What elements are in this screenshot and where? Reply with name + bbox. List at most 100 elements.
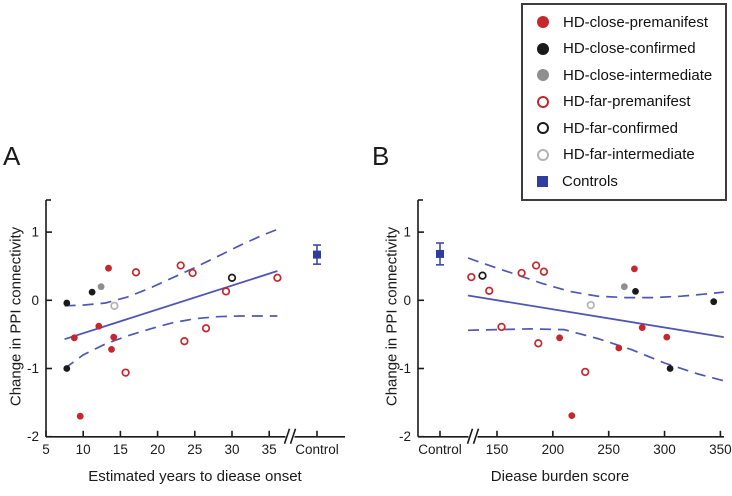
y-tick-label: 0 bbox=[31, 293, 39, 308]
legend-item: HD-far-confirmed bbox=[523, 115, 725, 142]
legend-item-label: HD-far-premanifest bbox=[563, 93, 691, 111]
legend-item: HD-far-premanifest bbox=[523, 89, 725, 116]
legend: HD-close-premanifest HD-close-confirmed HD… bbox=[521, 3, 727, 201]
circle-open-icon bbox=[537, 122, 549, 135]
x-tick-label: 30 bbox=[224, 442, 239, 457]
data-point-HD-close-premanifest bbox=[108, 346, 115, 353]
x-tick-label: 25 bbox=[187, 442, 202, 457]
legend-item: Controls bbox=[523, 168, 725, 195]
legend-item: HD-close-premanifest bbox=[523, 9, 725, 36]
data-point-HD-close-confirmed bbox=[666, 365, 674, 372]
x-tick-label: 300 bbox=[653, 442, 676, 457]
y-tick-label: -2 bbox=[399, 429, 411, 444]
x-tick-label: 350 bbox=[709, 442, 732, 457]
data-point-HD-close-premanifest bbox=[631, 265, 638, 273]
x-tick-label: 250 bbox=[597, 442, 620, 457]
panel-a-letter: A bbox=[3, 141, 21, 171]
circle-open-icon bbox=[537, 95, 549, 108]
data-point-HD-far-premanifest bbox=[221, 287, 231, 296]
legend-item: HD-far-intermediate bbox=[523, 142, 725, 169]
legend-item-label: HD-close-intermediate bbox=[563, 66, 713, 84]
data-point-HD-far-premanifest bbox=[534, 339, 543, 348]
legend-item-label: HD-close-premanifest bbox=[563, 13, 709, 31]
legend-item-label: Controls bbox=[562, 172, 618, 190]
x-tick-label: 5 bbox=[42, 442, 50, 457]
data-point-HD-far-intermediate bbox=[110, 301, 119, 310]
data-point-HD-close-confirmed bbox=[710, 298, 718, 306]
data-point-HD-far-premanifest bbox=[180, 337, 189, 346]
upper-confidence-band bbox=[64, 228, 278, 307]
panel-b-x-axis-label: Diease burden score bbox=[490, 468, 630, 485]
data-point-HD-far-premanifest bbox=[485, 286, 494, 295]
axis-break-icon bbox=[283, 428, 291, 445]
control-mean-square bbox=[313, 250, 321, 259]
data-point-HD-far-premanifest bbox=[188, 268, 197, 278]
x-tick-label-control: Control bbox=[418, 442, 462, 457]
panel-a-y-axis-label: Change in PPI connectivity bbox=[7, 226, 25, 407]
data-point-HD-close-premanifest bbox=[95, 322, 103, 330]
panel-b-y-axis-label: Change in PPI connectivity bbox=[383, 226, 401, 407]
legend-item-label: HD-far-confirmed bbox=[563, 119, 679, 137]
y-tick-label: -1 bbox=[399, 361, 411, 376]
data-point-HD-far-premanifest bbox=[581, 367, 590, 377]
legend-item: HD-close-intermediate bbox=[523, 62, 725, 89]
axis-break-icon bbox=[466, 428, 474, 445]
data-point-HD-close-confirmed bbox=[63, 299, 71, 307]
x-tick-label: 20 bbox=[150, 442, 165, 457]
data-point-HD-close-premanifest bbox=[105, 264, 112, 272]
data-point-HD-close-intermediate bbox=[97, 283, 105, 291]
data-point-HD-far-premanifest bbox=[539, 267, 549, 276]
data-point-HD-far-confirmed bbox=[478, 271, 487, 280]
panel-b-letter: B bbox=[372, 141, 390, 171]
data-point-HD-close-confirmed bbox=[632, 288, 639, 295]
axis-break-icon bbox=[472, 428, 480, 445]
regression-line bbox=[467, 294, 724, 338]
data-point-HD-close-premanifest bbox=[638, 324, 646, 331]
data-point-HD-far-premanifest bbox=[531, 261, 541, 270]
data-point-HD-far-premanifest bbox=[131, 268, 141, 277]
data-point-HD-far-intermediate bbox=[586, 300, 595, 310]
square-filled-icon bbox=[537, 175, 548, 187]
data-point-HD-close-premanifest bbox=[76, 412, 84, 420]
legend-item-label: HD-far-intermediate bbox=[563, 146, 695, 164]
data-point-HD-far-premanifest bbox=[121, 368, 130, 377]
circle-filled-icon bbox=[537, 69, 549, 82]
data-point-HD-close-intermediate bbox=[620, 283, 628, 291]
x-tick-label: 35 bbox=[262, 442, 277, 457]
data-point-HD-far-premanifest bbox=[273, 273, 282, 282]
circle-filled-icon bbox=[537, 16, 549, 29]
y-tick-label: -2 bbox=[27, 429, 39, 444]
y-tick-label: 1 bbox=[403, 225, 411, 240]
x-tick-label: 15 bbox=[113, 442, 128, 457]
x-tick-label: 150 bbox=[486, 442, 509, 457]
data-point-HD-close-premanifest bbox=[110, 333, 118, 341]
data-point-HD-close-premanifest bbox=[70, 334, 78, 342]
panel-a-plot: 10-1-25 10 15 20 25 30 35 Control bbox=[27, 199, 345, 457]
data-point-HD-close-premanifest bbox=[615, 344, 623, 352]
data-point-HD-close-premanifest bbox=[556, 334, 563, 342]
data-point-HD-close-premanifest bbox=[568, 412, 576, 419]
panel-a-x-axis-label: Estimated years to diease onset bbox=[88, 468, 302, 485]
data-point-HD-far-premanifest bbox=[517, 268, 526, 278]
data-point-HD-far-premanifest bbox=[467, 272, 476, 282]
data-point-HD-close-confirmed bbox=[88, 288, 96, 296]
data-point-HD-close-confirmed bbox=[63, 365, 71, 372]
legend-item-label: HD-close-confirmed bbox=[563, 40, 696, 58]
lower-confidence-band bbox=[467, 328, 725, 382]
y-tick-label: 0 bbox=[403, 293, 411, 308]
circle-filled-icon bbox=[537, 42, 549, 55]
data-point-HD-far-premanifest bbox=[201, 324, 211, 333]
x-tick-label-control: Control bbox=[295, 442, 339, 457]
data-point-HD-far-premanifest bbox=[176, 261, 185, 270]
regression-line bbox=[64, 270, 278, 341]
lower-confidence-band bbox=[64, 315, 278, 370]
panel-b-plot: 1 0 -1 -2 150 200 250 300 350 Control bbox=[399, 199, 732, 457]
data-point-HD-far-confirmed bbox=[227, 273, 237, 282]
data-point-HD-close-premanifest bbox=[663, 333, 671, 341]
x-tick-label: 200 bbox=[542, 442, 565, 457]
legend-item: HD-close-confirmed bbox=[523, 36, 725, 63]
data-point-HD-far-premanifest bbox=[497, 322, 506, 332]
axis-break-icon bbox=[289, 428, 297, 445]
